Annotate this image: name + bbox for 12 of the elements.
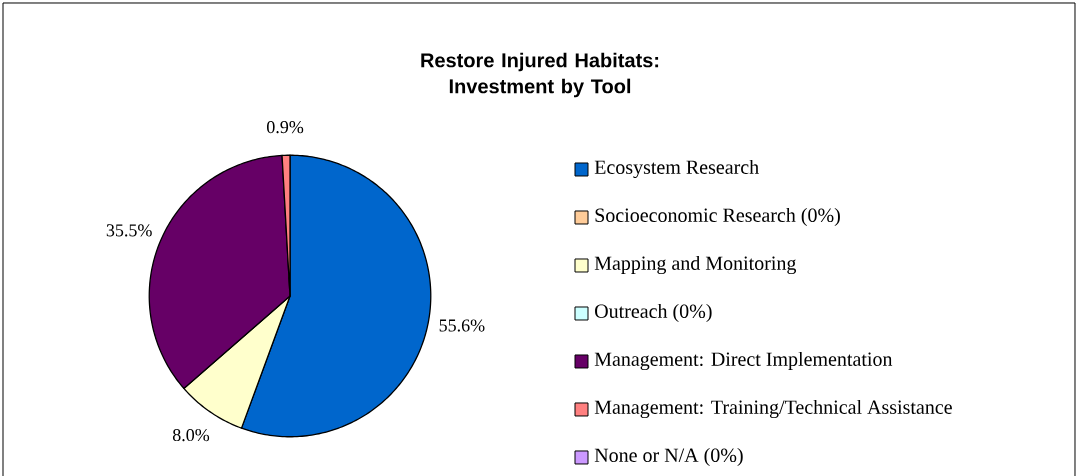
data-label: 0.9% bbox=[267, 121, 304, 134]
legend-label: Ecosystem Research bbox=[594, 159, 759, 179]
legend-label: Outreach (0%) bbox=[595, 303, 712, 323]
data-label: 8.0% bbox=[172, 428, 210, 442]
data-label: 55.6% bbox=[439, 319, 485, 332]
legend-label: None or N/A (0%) bbox=[594, 447, 743, 467]
legend-label: Management: Training/Technical Assistance bbox=[594, 399, 952, 419]
legend-label: Management: Direct Implementation bbox=[594, 351, 893, 371]
legend-label: Mapping and Monitoring bbox=[594, 255, 797, 275]
chart-title: Restore Injured Habitats: Investment by Tool bbox=[421, 52, 659, 98]
data-label: 35.5% bbox=[106, 224, 152, 237]
legend-label: Socioeconomic Research (0%) bbox=[595, 207, 840, 227]
